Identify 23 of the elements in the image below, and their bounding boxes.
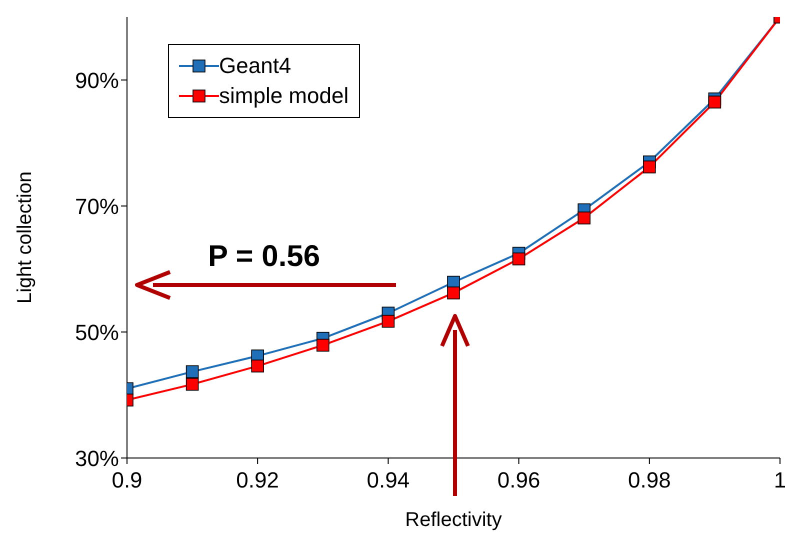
- y-axis-title: Light collection: [14, 171, 36, 304]
- point: [447, 286, 460, 300]
- legend-label: Geant4: [219, 53, 292, 79]
- y-tick-label: 50%: [74, 320, 119, 345]
- x-tick-label: 0.94: [366, 468, 410, 493]
- point: [316, 338, 330, 352]
- point: [186, 378, 199, 391]
- point: [251, 360, 264, 372]
- annotation: P = 0.56: [208, 240, 320, 273]
- point: [382, 314, 395, 328]
- point: [578, 212, 590, 224]
- point: [186, 365, 199, 378]
- point: [643, 160, 656, 174]
- y-tick-label: 70%: [74, 194, 119, 219]
- y-tick-label: 90%: [74, 68, 119, 93]
- x-tick-label: 0.92: [236, 468, 280, 493]
- point: [708, 96, 722, 108]
- x-axis-title: Reflectivity: [405, 509, 502, 531]
- x-tick-label: 0.98: [628, 468, 671, 493]
- x-tick-label: 0.96: [497, 468, 540, 493]
- legend-label: simple model: [219, 83, 349, 109]
- point: [512, 252, 526, 266]
- x-tick-label: 1: [774, 468, 785, 493]
